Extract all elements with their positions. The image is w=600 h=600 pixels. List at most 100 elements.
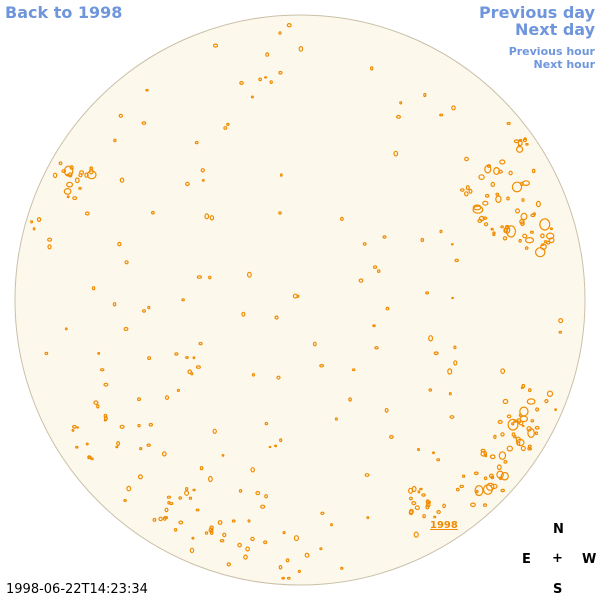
magnetic-contour (518, 238, 522, 243)
magnetic-contour (490, 475, 495, 480)
magnetic-contour (263, 540, 268, 545)
magnetic-contour (348, 397, 352, 402)
magnetic-contour (535, 247, 546, 258)
magnetic-contour (529, 230, 534, 234)
magnetic-contour (47, 237, 53, 242)
magnetic-contour (514, 208, 520, 214)
magnetic-contour (490, 181, 496, 187)
magnetic-contour (541, 243, 545, 247)
magnetic-contour (546, 390, 554, 397)
magnetic-contour (408, 487, 414, 494)
magnetic-contour (184, 181, 190, 187)
magnetic-contour (478, 174, 485, 181)
magnetic-contour (30, 220, 34, 224)
magnetic-contour (374, 346, 379, 350)
magnetic-contour (260, 504, 266, 509)
magnetic-contour (489, 454, 496, 460)
magnetic-contour (495, 192, 500, 196)
magnetic-contour (195, 508, 200, 512)
magnetic-contour (198, 341, 203, 346)
magnetic-contour (164, 395, 170, 401)
magnetic-contour (453, 345, 457, 350)
magnetic-contour (384, 407, 389, 413)
magnetic-contour (167, 500, 171, 505)
magnetic-contour (204, 213, 210, 220)
magnetic-contour (199, 466, 204, 471)
magnetic-contour (426, 500, 432, 505)
magnetic-contour (522, 138, 528, 143)
magnetic-contour (506, 414, 512, 419)
magnetic-contour (480, 448, 486, 453)
magnetic-contour (191, 536, 195, 540)
back-to-year-link[interactable]: Back to 1998 (5, 3, 123, 22)
magnetic-contour (178, 496, 183, 500)
magnetic-contour (549, 227, 554, 231)
magnetic-contour (63, 187, 72, 195)
magnetic-contour (422, 514, 426, 519)
magnetic-contour (87, 455, 92, 460)
magnetic-contour (152, 517, 157, 522)
magnetic-contour (500, 368, 506, 375)
magnetic-contour (396, 114, 402, 119)
next-day-link[interactable]: Next day (515, 20, 595, 39)
magnetic-contour (184, 487, 189, 492)
magnetic-contour (506, 445, 513, 452)
previous-hour-link[interactable]: Previous hour (508, 45, 595, 58)
solar-disk (14, 14, 586, 586)
active-region-link[interactable]: 1998 (430, 520, 458, 531)
magnetic-contour (147, 356, 152, 361)
magnetic-contour (507, 418, 519, 431)
magnetic-contour (76, 426, 80, 429)
magnetic-contour (286, 23, 292, 28)
magnetic-contour (428, 388, 433, 392)
observation-timestamp: 1998-06-22T14:23:34 (6, 582, 148, 597)
magnetic-contour (516, 418, 522, 424)
magnetic-contour (298, 46, 304, 52)
magnetic-contour (279, 173, 283, 177)
magnetic-contour (281, 576, 286, 580)
magnetic-contour (189, 547, 195, 554)
magnetic-contour (534, 425, 540, 430)
magnetic-contour (454, 258, 460, 263)
magnetic-contour (66, 181, 74, 188)
magnetic-contour (423, 92, 427, 98)
magnetic-contour (535, 407, 540, 412)
magnetic-contour (470, 502, 476, 508)
magnetic-contour (472, 204, 482, 211)
magnetic-contour (340, 566, 344, 570)
magnetic-contour (75, 445, 79, 449)
magnetic-contour (148, 422, 153, 427)
magnetic-contour (164, 507, 169, 513)
magnetic-contour (511, 422, 515, 426)
magnetic-contour (373, 265, 378, 270)
magnetic-contour (531, 168, 536, 174)
magnetic-contour (296, 294, 300, 298)
magnetic-contour (247, 519, 251, 523)
magnetic-contour (408, 510, 414, 516)
previous-day-link[interactable]: Previous day (478, 3, 595, 22)
magnetic-contour (439, 113, 444, 117)
magnetic-contour (500, 225, 504, 229)
magnetic-contour (212, 428, 217, 434)
magnetic-contour (207, 475, 213, 483)
magnetic-contour (362, 242, 367, 246)
magnetic-contour (278, 31, 282, 35)
magnetic-contour (539, 218, 551, 231)
magnetic-contour (118, 113, 124, 118)
magnetic-contour (250, 95, 254, 99)
magnetic-contour (499, 159, 506, 165)
magnetic-contour (99, 368, 105, 372)
magnetic-contour (69, 165, 74, 170)
magnetic-contour (521, 383, 526, 389)
magnetic-contour (482, 216, 488, 220)
magnetic-contour (123, 499, 127, 503)
next-hour-link[interactable]: Next hour (533, 58, 596, 71)
magnetic-contour (462, 474, 466, 478)
magnetic-contour (527, 428, 535, 439)
magnetic-contour (103, 418, 107, 422)
magnetic-contour (269, 80, 273, 84)
magnetic-contour (496, 464, 502, 471)
magnetic-contour (192, 356, 196, 360)
magnetic-contour (419, 487, 423, 491)
magnetic-contour (472, 205, 484, 214)
